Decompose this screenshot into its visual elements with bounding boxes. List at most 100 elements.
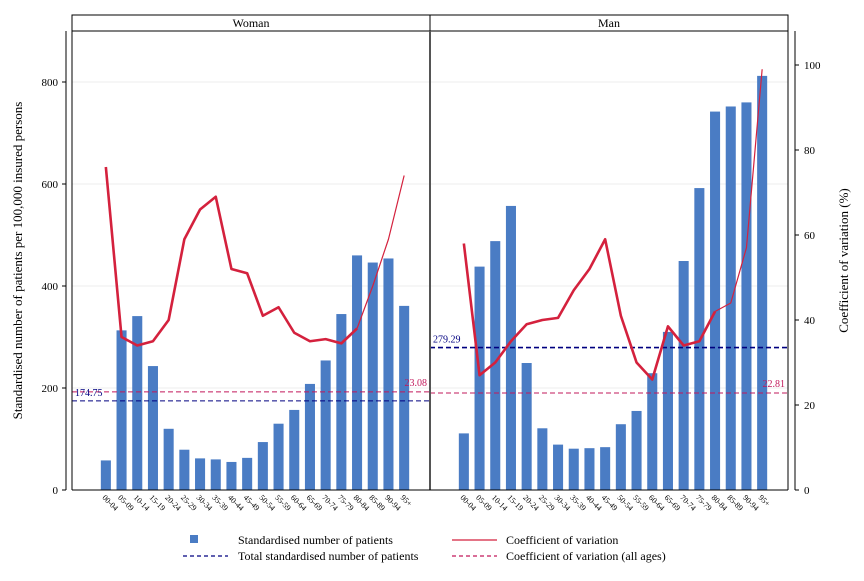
left-axis-tick-label: 200 <box>42 383 59 395</box>
category-tick-label: 85-89 <box>367 493 387 513</box>
category-tick-label: 00-04 <box>100 493 120 513</box>
category-tick-label: 65-69 <box>305 493 325 513</box>
right-axis-tick-label: 20 <box>804 400 816 412</box>
bar-woman-85-89 <box>367 262 378 490</box>
total-value-label: 174.75 <box>75 388 103 399</box>
y2-axis-label: Coefficient of variation (%) <box>836 188 851 333</box>
category-tick-label: 05-09 <box>116 493 136 513</box>
left-axis-tick-label: 600 <box>42 179 59 191</box>
bar-man-25-29 <box>537 428 548 490</box>
category-tick-label: 60-64 <box>289 493 309 513</box>
right-axis-tick-label: 80 <box>804 145 816 157</box>
bar-man-45-49 <box>600 447 611 490</box>
bar-man-95+ <box>757 75 768 490</box>
category-tick-label: 25-29 <box>537 493 557 513</box>
category-tick-label: 10-14 <box>490 493 510 513</box>
bar-woman-15-19 <box>147 366 158 490</box>
category-tick-label: 45-49 <box>600 493 620 513</box>
bar-man-40-44 <box>584 448 595 490</box>
category-tick-label: 40-44 <box>584 493 604 513</box>
category-tick-label: 80-84 <box>710 493 730 513</box>
category-tick-label: 50-54 <box>257 493 277 513</box>
left-axis-tick-label: 0 <box>53 485 59 497</box>
bar-woman-45-49 <box>242 457 253 490</box>
legend-bar-swatch <box>190 535 198 543</box>
bar-woman-70-74 <box>320 360 331 490</box>
right-axis-tick-label: 40 <box>804 315 816 327</box>
category-tick-label: 35-39 <box>568 493 588 513</box>
bar-woman-20-24 <box>163 428 174 490</box>
category-tick-label: 90-94 <box>383 493 403 513</box>
legend-bars-label: Standardised number of patients <box>238 533 393 547</box>
category-tick-label: 50-54 <box>615 493 635 513</box>
bar-man-70-74 <box>678 261 689 490</box>
bar-woman-05-09 <box>116 330 127 490</box>
legend-cv-all-label: Coefficient of variation (all ages) <box>506 549 666 563</box>
bar-woman-00-04 <box>100 460 111 490</box>
category-tick-label: 70-74 <box>320 493 340 513</box>
category-tick-label: 05-09 <box>474 493 494 513</box>
category-tick-label: 60-64 <box>647 493 667 513</box>
category-tick-label: 65-69 <box>663 493 683 513</box>
category-tick-label: 15-19 <box>506 493 526 513</box>
bar-man-10-14 <box>490 241 501 490</box>
category-tick-label: 75-79 <box>336 493 356 513</box>
cv-all-value-label: 22.81 <box>763 379 786 390</box>
category-tick-label: 20-24 <box>163 493 183 513</box>
cv-line-woman <box>104 166 358 347</box>
legend-cv-label: Coefficient of variation <box>506 533 618 547</box>
bar-woman-65-69 <box>304 383 315 490</box>
bar-woman-95+ <box>399 305 410 490</box>
right-axis-tick-label: 100 <box>804 60 821 72</box>
bar-man-50-54 <box>615 424 626 490</box>
bar-man-80-84 <box>710 111 721 490</box>
category-tick-label: 90-94 <box>741 493 761 513</box>
bar-man-20-24 <box>521 363 532 490</box>
bar-man-85-89 <box>725 106 736 490</box>
category-tick-label: 80-84 <box>352 493 372 513</box>
bar-woman-25-29 <box>179 449 190 490</box>
bar-woman-40-44 <box>226 461 237 490</box>
bar-man-00-04 <box>458 433 469 490</box>
y-axis-label: Standardised number of patients per 100,… <box>10 102 25 420</box>
left-axis-tick-label: 400 <box>42 281 59 293</box>
right-axis-tick-label: 0 <box>804 485 810 497</box>
category-tick-label: 20-24 <box>521 493 541 513</box>
right-axis-tick-label: 60 <box>804 230 816 242</box>
category-tick-label: 30-34 <box>553 493 573 513</box>
category-tick-label: 30-34 <box>195 493 215 513</box>
bar-woman-90-94 <box>383 258 394 490</box>
bar-man-60-64 <box>647 373 658 490</box>
category-tick-label: 15-19 <box>148 493 168 513</box>
bar-woman-30-34 <box>195 458 206 490</box>
bar-man-90-94 <box>741 102 752 491</box>
cv-line-thin-man <box>714 69 763 313</box>
bar-man-65-69 <box>662 331 673 490</box>
panel-title: Man <box>598 16 620 30</box>
total-value-label: 279.29 <box>433 335 461 346</box>
category-tick-label: 55-59 <box>631 493 651 513</box>
bar-man-05-09 <box>474 266 485 490</box>
legend-total-label: Total standardised number of patients <box>238 549 419 563</box>
category-tick-label: 85-89 <box>725 493 745 513</box>
category-tick-label: 10-14 <box>132 493 152 513</box>
bar-woman-60-64 <box>289 409 300 490</box>
bar-woman-35-39 <box>210 459 221 490</box>
bar-man-55-59 <box>631 410 642 490</box>
category-tick-label: 75-79 <box>694 493 714 513</box>
category-tick-label: 00-04 <box>458 493 478 513</box>
bar-woman-55-59 <box>273 423 284 490</box>
panel-title: Woman <box>232 16 269 30</box>
category-tick-label: 35-39 <box>210 493 230 513</box>
category-tick-label: 45-49 <box>242 493 262 513</box>
bar-man-30-34 <box>553 444 564 490</box>
left-axis-tick-label: 800 <box>42 77 59 89</box>
category-tick-label: 25-29 <box>179 493 199 513</box>
bar-woman-50-54 <box>257 442 268 490</box>
bar-woman-80-84 <box>352 255 363 490</box>
cv-line-man <box>462 237 717 381</box>
cv-line-thin-woman <box>356 175 405 329</box>
category-tick-label: 40-44 <box>226 493 246 513</box>
